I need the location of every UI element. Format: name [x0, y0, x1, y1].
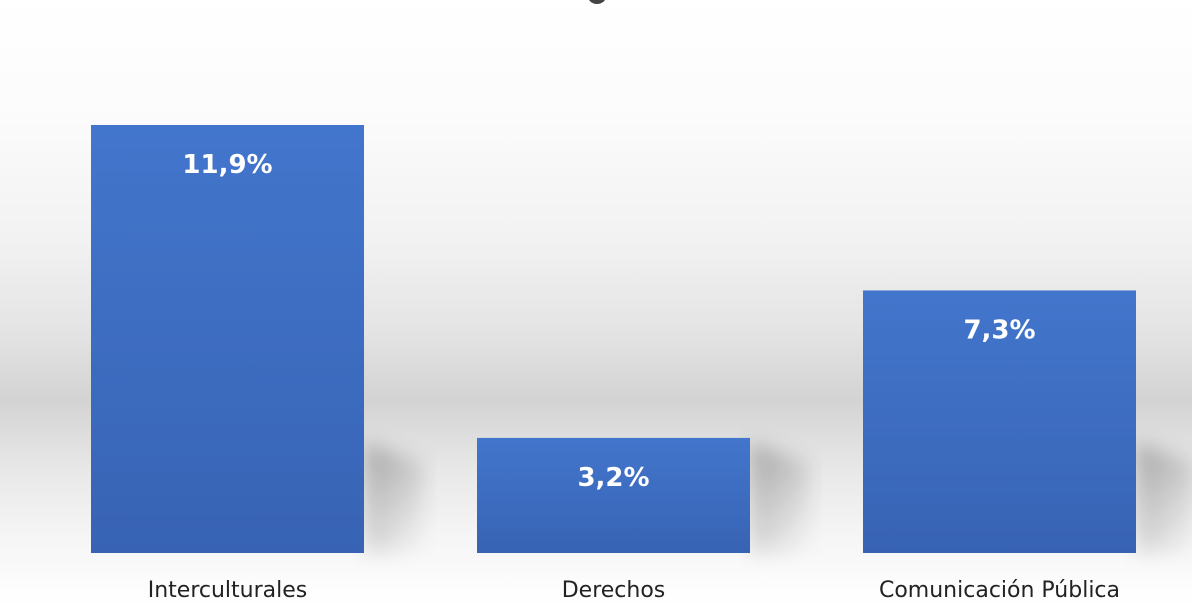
bar-shadow-comunicacion-publica	[1136, 443, 1192, 553]
data-label-interculturales: 11,9%	[182, 150, 272, 180]
bar-shadow-derechos	[750, 443, 810, 553]
bar-comunicacion-publica	[863, 290, 1136, 553]
data-label-comunicacion-publica: 7,3%	[963, 315, 1035, 345]
bar-derechos	[477, 437, 750, 553]
data-label-derechos: 3,2%	[577, 463, 649, 493]
bar-shadow-interculturales	[364, 443, 424, 553]
bar-interculturales	[91, 125, 364, 553]
category-label-derechos: Derechos	[562, 578, 666, 603]
category-label-interculturales: Interculturales	[148, 578, 308, 603]
category-label-comunicacion-publica: Comunicación Pública	[879, 578, 1120, 603]
title-glyph-fragment	[586, 0, 608, 10]
